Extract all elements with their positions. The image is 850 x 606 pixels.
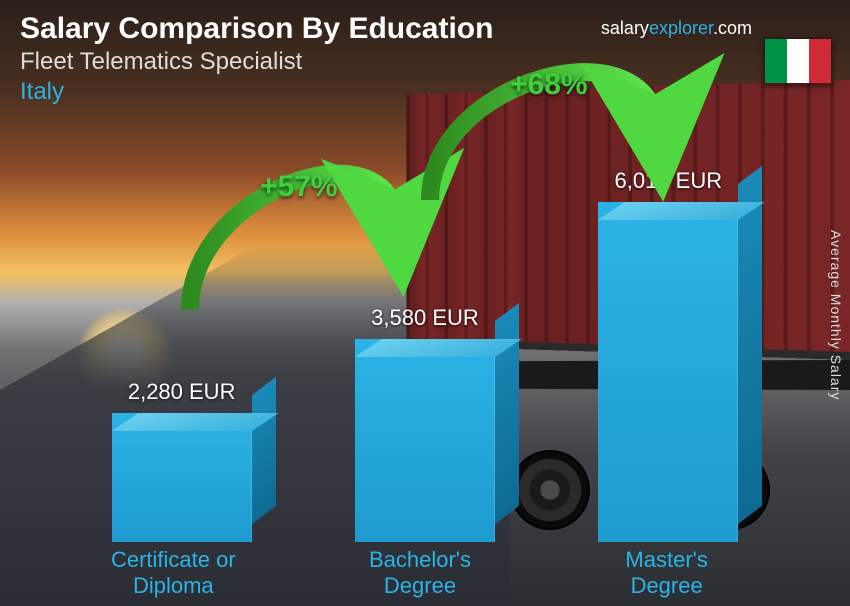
bar-2: 6,010 EUR	[568, 168, 768, 542]
category-label: Bachelor'sDegree	[310, 547, 530, 598]
increase-arrow-2	[400, 30, 700, 210]
brand-tld: .com	[713, 18, 752, 38]
pct-increase-1: +57%	[260, 170, 338, 204]
pct-increase-2: +68%	[510, 68, 588, 102]
bar-value: 2,280 EUR	[128, 379, 236, 405]
category-label: Certificate orDiploma	[63, 547, 283, 598]
y-axis-label: Average Monthly Salary	[828, 230, 844, 400]
bar-1: 3,580 EUR	[325, 305, 525, 542]
category-label: Master'sDegree	[557, 547, 777, 598]
bar-0: 2,280 EUR	[82, 379, 282, 542]
category-axis: Certificate orDiploma Bachelor'sDegree Mas…	[0, 547, 850, 598]
country-flag-italy	[764, 38, 832, 84]
increase-arrow-1	[160, 130, 440, 330]
